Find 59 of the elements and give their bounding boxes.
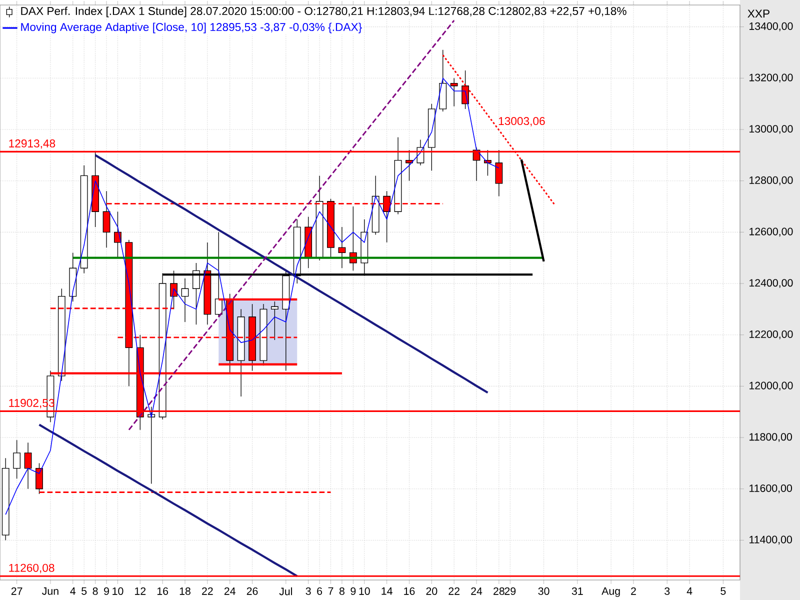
y-tick-label: 11800,00 — [750, 433, 792, 442]
x-tick-label: 22 — [202, 587, 213, 595]
y-tick-label: 12600,00 — [750, 228, 793, 237]
x-tick-label: 8 — [92, 587, 98, 595]
y-tick-label: 12000,00 — [750, 382, 793, 391]
candlestick — [181, 278, 189, 322]
y-tick-label: 12400,00 — [750, 279, 793, 288]
y-tick-label: 11600,00 — [750, 484, 792, 494]
x-tick-label: 10 — [359, 587, 370, 595]
x-tick-label: 4 — [70, 587, 76, 595]
x-tick-label: 7 — [328, 587, 334, 595]
x-tick-label: 2 — [631, 587, 636, 595]
candlestick — [24, 442, 32, 490]
candlestick — [13, 440, 21, 479]
x-tick-label: 24 — [471, 587, 482, 595]
candlestick — [270, 301, 278, 340]
x-tick-label: Aug — [602, 587, 620, 597]
candlestick — [450, 78, 458, 107]
x-tick-label: 5 — [720, 587, 726, 595]
candlestick — [114, 211, 122, 258]
y-tick-label: 13000,00 — [750, 125, 793, 134]
x-tick-label: 3 — [306, 587, 311, 595]
y-tick-label: 13200,00 — [750, 74, 793, 83]
x-tick-label: 18 — [180, 587, 190, 595]
x-tick-label: 27 — [11, 587, 22, 595]
x-tick-label: 9 — [104, 587, 109, 595]
x-tick-label: 24 — [224, 587, 236, 595]
text: DAX Perf. Index [.DAX 1 Stunde] 28.07.2020 15:00:00 - O:12780,21 H:12803,94 L:12768,28 C:12802,83 +22,57 +0,18% — [21, 6, 626, 18]
x-tick-label: 8 — [339, 587, 344, 595]
annotation: 13003,06 — [498, 117, 545, 126]
y-axis-title: XXP — [748, 10, 770, 18]
y-tick-label: 11400,00 — [750, 536, 792, 545]
x-tick-label: 6 — [317, 587, 322, 595]
candlestick — [338, 226, 346, 268]
x-tick-label: 29 — [504, 587, 516, 595]
x-tick-label: 20 — [426, 587, 438, 595]
y-tick-label: 12800,00 — [750, 176, 793, 186]
x-tick-label: 9 — [350, 587, 356, 595]
y-tick-label: 13400,00 — [750, 22, 793, 32]
x-tick-label: 3 — [664, 587, 670, 595]
x-tick-label: Jul — [279, 587, 292, 596]
y-tick-label: 12200,00 — [750, 330, 793, 340]
x-tick-label: 26 — [246, 587, 258, 595]
x-tick-label: 10 — [112, 587, 124, 595]
x-tick-label: Jun — [42, 587, 58, 595]
x-tick-label: 12 — [135, 587, 146, 595]
ref-line-label: 12913,48 — [9, 139, 56, 149]
ref-line-label: 11260,08 — [9, 564, 54, 574]
x-tick-label: 28 — [494, 587, 504, 595]
text: Moving Average Adaptive [Close, 10] 12895,53 -3,87 -0,03% {.DAX} — [21, 22, 362, 34]
x-tick-label: 16 — [404, 587, 415, 595]
candlestick — [148, 406, 156, 484]
x-tick-label: 5 — [82, 587, 87, 595]
x-tick-label: 14 — [382, 587, 392, 595]
x-tick-label: 4 — [686, 587, 692, 595]
x-tick-label: 16 — [157, 587, 168, 595]
x-tick-label: 31 — [572, 587, 583, 595]
x-tick-label: 22 — [448, 587, 460, 595]
x-tick-label: 30 — [538, 587, 550, 595]
